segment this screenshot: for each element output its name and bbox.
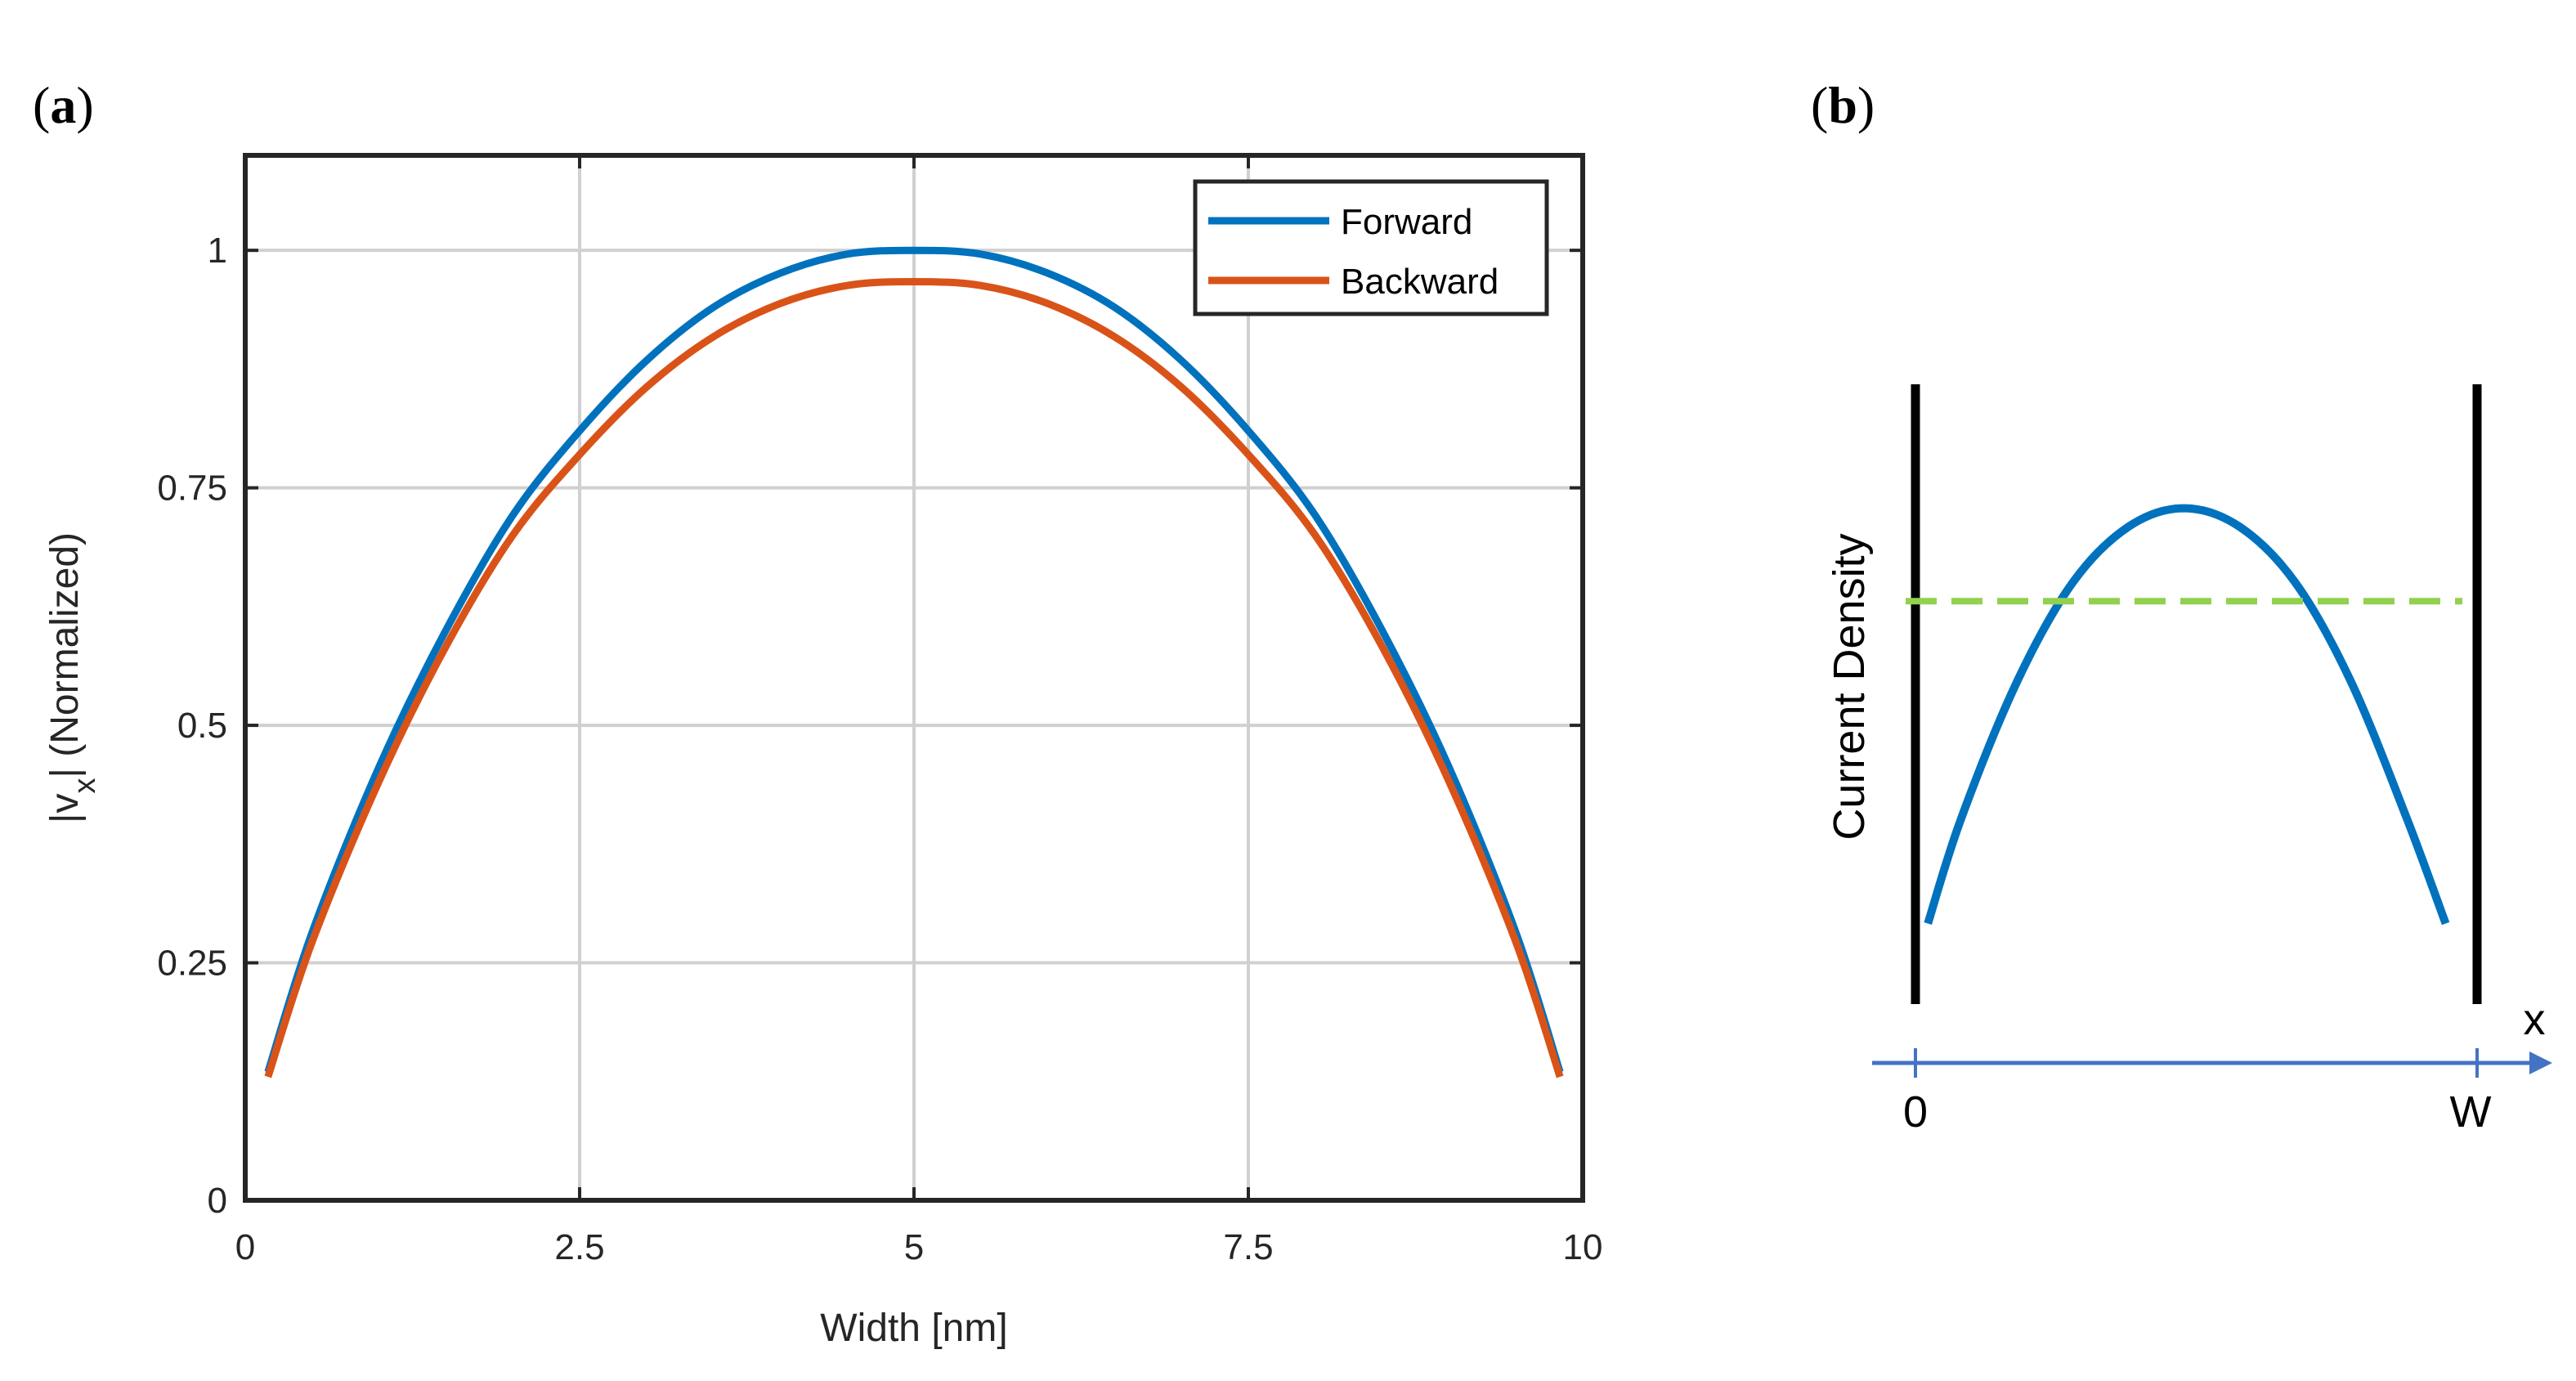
x-axis-arrowhead — [2529, 1051, 2552, 1074]
panel-label-a: (a) — [33, 76, 94, 134]
y-tick-label: 1 — [208, 231, 227, 271]
x-tick-label: 10 — [1563, 1227, 1603, 1267]
x-axis-title-b: x — [2524, 995, 2546, 1044]
x-tick-label-0: 0 — [1903, 1087, 1928, 1137]
series-a — [264, 246, 1564, 1078]
chart-a: 0 2.5 5 7.5 10 0 0.25 0.5 0.75 1 Width [nm] |vx| … — [43, 153, 1602, 1350]
y-axis-title-a: |vx| (Normalized) — [43, 532, 102, 823]
legend-label-backward: Backward — [1341, 262, 1499, 302]
current-density-curve — [1924, 504, 2450, 926]
x-axis-title-a: Width [nm] — [820, 1307, 1007, 1350]
x-tick-label-w: W — [2450, 1087, 2492, 1137]
series-b — [1906, 504, 2462, 926]
tick-labels-a: 0 2.5 5 7.5 10 0 0.25 0.5 0.75 1 — [157, 231, 1602, 1267]
series-line-backward — [264, 278, 1564, 1078]
y-tick-label: 0.75 — [157, 469, 227, 509]
legend-a: Forward Backward — [1193, 179, 1549, 316]
panel-label-b: (b) — [1811, 76, 1875, 134]
plot-frame-a — [243, 153, 1585, 1203]
x-tick-label: 7.5 — [1223, 1227, 1273, 1267]
legend-label-forward: Forward — [1341, 202, 1472, 242]
y-axis-title-b: Current Density — [1825, 533, 1874, 840]
y-tick-label: 0.5 — [177, 706, 227, 746]
x-tick-label: 5 — [904, 1227, 924, 1267]
y-tick-label: 0.25 — [157, 944, 227, 984]
chart-b: 0 W x Current Density — [1825, 384, 2552, 1137]
x-tick-label: 0 — [235, 1227, 255, 1267]
y-tick-label: 0 — [208, 1181, 227, 1221]
series-line-forward — [264, 246, 1564, 1074]
x-tick-label: 2.5 — [554, 1227, 604, 1267]
legend-box — [1193, 179, 1549, 316]
